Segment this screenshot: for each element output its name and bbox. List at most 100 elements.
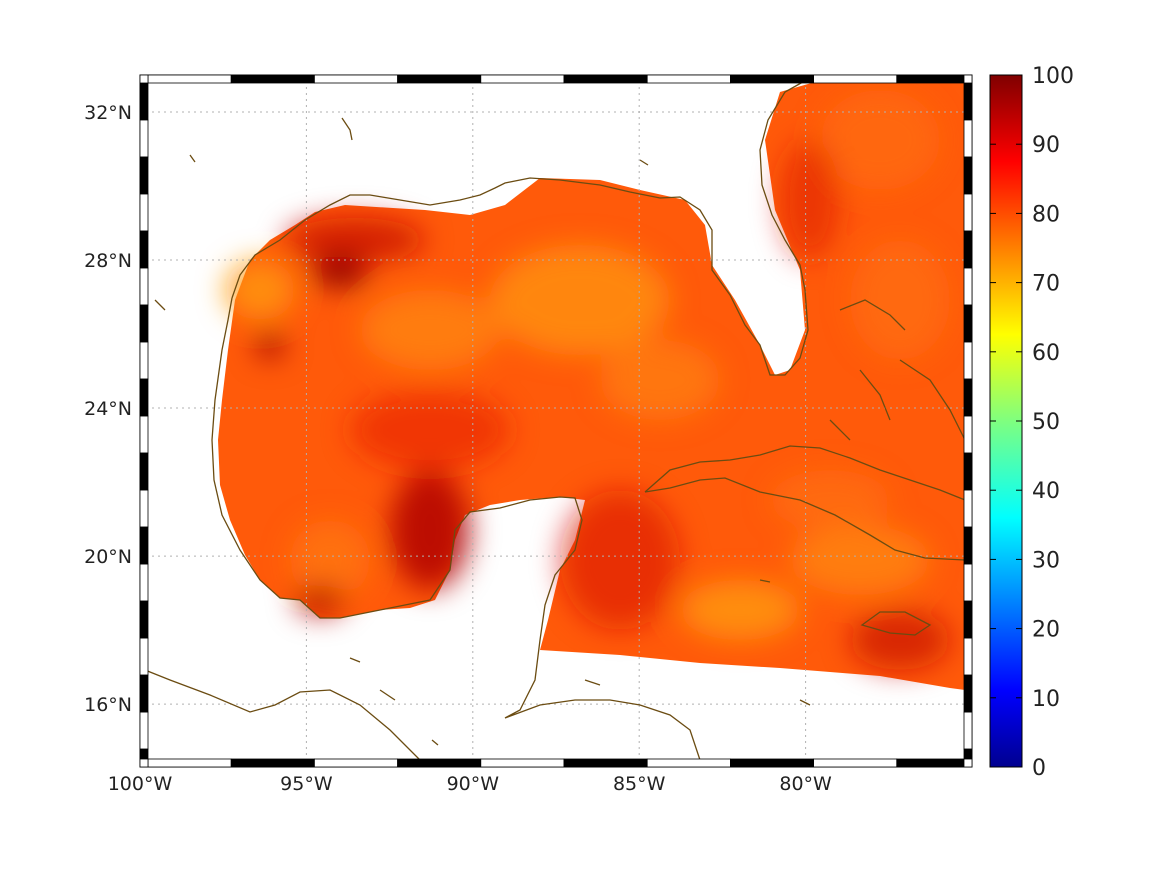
frame-seg-top-0 [147, 74, 232, 84]
frame-seg-top-6 [646, 74, 731, 84]
frame-seg-right-9 [963, 415, 973, 454]
colorbar-tick-label-4: 60 [1032, 341, 1060, 366]
colorbar-tick-label-10: 0 [1032, 756, 1046, 781]
y-tick-label-2: 24°N [84, 398, 132, 420]
frame-seg-bottom-9 [896, 758, 965, 768]
frame-seg-left-15 [139, 637, 149, 676]
colorbar-tick-label-6: 40 [1032, 479, 1060, 504]
colorbar-tick-label-9: 10 [1032, 687, 1060, 712]
frame-seg-left-14 [139, 600, 149, 639]
frame-seg-right-16 [963, 674, 973, 713]
bahamas-coast [829, 299, 966, 441]
y-tick-label-4: 16°N [84, 694, 132, 716]
frame-seg-bottom-8 [813, 758, 898, 768]
frame-seg-right-7 [963, 341, 973, 380]
frame-seg-top-8 [813, 74, 898, 84]
frame-seg-right-11 [963, 489, 973, 528]
y-tick-label-1: 28°N [84, 250, 132, 272]
map-frame [139, 74, 973, 768]
map-plot-area [140, 75, 972, 767]
frame-seg-left-0 [139, 82, 149, 121]
frame-seg-right-13 [963, 563, 973, 602]
texas-louisiana-coast [231, 77, 811, 376]
frame-seg-right-14 [963, 600, 973, 639]
y-tick-label-3: 20°N [84, 546, 132, 568]
gridlines [140, 75, 972, 767]
frame-seg-left-12 [139, 526, 149, 565]
frame-seg-bottom-1 [230, 758, 315, 768]
frame-seg-left-18 [139, 748, 149, 760]
frame-seg-bottom-3 [397, 758, 482, 768]
frame-seg-right-3 [963, 193, 973, 232]
island-bits [154, 117, 811, 746]
frame-seg-right-12 [963, 526, 973, 565]
x-tick-label-2: 90°W [447, 773, 500, 795]
y-axis-labels: 32°N 28°N 24°N 20°N 16°N [84, 102, 132, 716]
frame-seg-right-6 [963, 304, 973, 343]
frame-seg-left-11 [139, 489, 149, 528]
frame-seg-bottom-4 [480, 758, 565, 768]
frame-seg-right-18 [963, 748, 973, 760]
data-field [218, 82, 965, 690]
frame-seg-left-3 [139, 193, 149, 232]
colorbar-tick-label-7: 30 [1032, 548, 1060, 573]
frame-seg-left-17 [139, 711, 149, 750]
frame-seg-left-1 [139, 119, 149, 158]
frame-seg-left-9 [139, 415, 149, 454]
us-gulf-coast [211, 297, 701, 761]
frame-seg-bottom-5 [563, 758, 648, 768]
frame-seg-top-1 [230, 74, 315, 84]
colorbar-tick-label-2: 80 [1032, 202, 1060, 227]
frame-corner-2 [139, 758, 149, 768]
frame-seg-left-4 [139, 230, 149, 269]
frame-corner-3 [963, 758, 973, 768]
x-tick-label-1: 95°W [280, 773, 333, 795]
jamaica-coast [860, 611, 932, 636]
frame-seg-bottom-2 [313, 758, 398, 768]
frame-seg-top-4 [480, 74, 565, 84]
frame-corner-0 [139, 74, 149, 84]
frame-seg-right-8 [963, 378, 973, 417]
frame-seg-right-10 [963, 452, 973, 491]
frame-seg-right-4 [963, 230, 973, 269]
frame-seg-left-7 [139, 341, 149, 380]
colorbar-tick-label-1: 90 [1032, 133, 1060, 158]
frame-seg-bottom-6 [646, 758, 731, 768]
frame-seg-left-2 [139, 156, 149, 195]
frame-corner-1 [963, 74, 973, 84]
frame-seg-right-5 [963, 267, 973, 306]
field-shading [225, 90, 950, 670]
x-axis-labels: 100°W 95°W 90°W 85°W 80°W [108, 773, 832, 795]
frame-seg-bottom-7 [730, 758, 815, 768]
frame-seg-right-2 [963, 156, 973, 195]
y-tick-label-0: 32°N [84, 102, 132, 124]
x-tick-label-0: 100°W [108, 773, 173, 795]
frame-seg-top-7 [730, 74, 815, 84]
frame-seg-top-5 [563, 74, 648, 84]
colorbar-tick-label-5: 50 [1032, 410, 1060, 435]
frame-seg-right-1 [963, 119, 973, 158]
x-tick-label-3: 85°W [613, 773, 666, 795]
frame-seg-left-10 [139, 452, 149, 491]
frame-seg-left-8 [139, 378, 149, 417]
frame-seg-right-0 [963, 82, 973, 121]
x-tick-label-4: 80°W [779, 773, 832, 795]
colorbar-tick-label-3: 70 [1032, 272, 1060, 297]
frame-seg-right-17 [963, 711, 973, 750]
frame-seg-bottom-0 [147, 758, 232, 768]
frame-seg-left-5 [139, 267, 149, 306]
frame-seg-right-15 [963, 637, 973, 676]
coastlines [140, 77, 966, 761]
frame-seg-left-13 [139, 563, 149, 602]
cuba-coast [644, 445, 966, 561]
frame-seg-left-16 [139, 674, 149, 713]
frame-seg-top-9 [896, 74, 965, 84]
frame-seg-left-6 [139, 304, 149, 343]
frame-seg-top-2 [313, 74, 398, 84]
frame-seg-top-3 [397, 74, 482, 84]
colorbar-tick-label-0: 100 [1032, 64, 1074, 89]
central-america-coast [140, 667, 421, 761]
